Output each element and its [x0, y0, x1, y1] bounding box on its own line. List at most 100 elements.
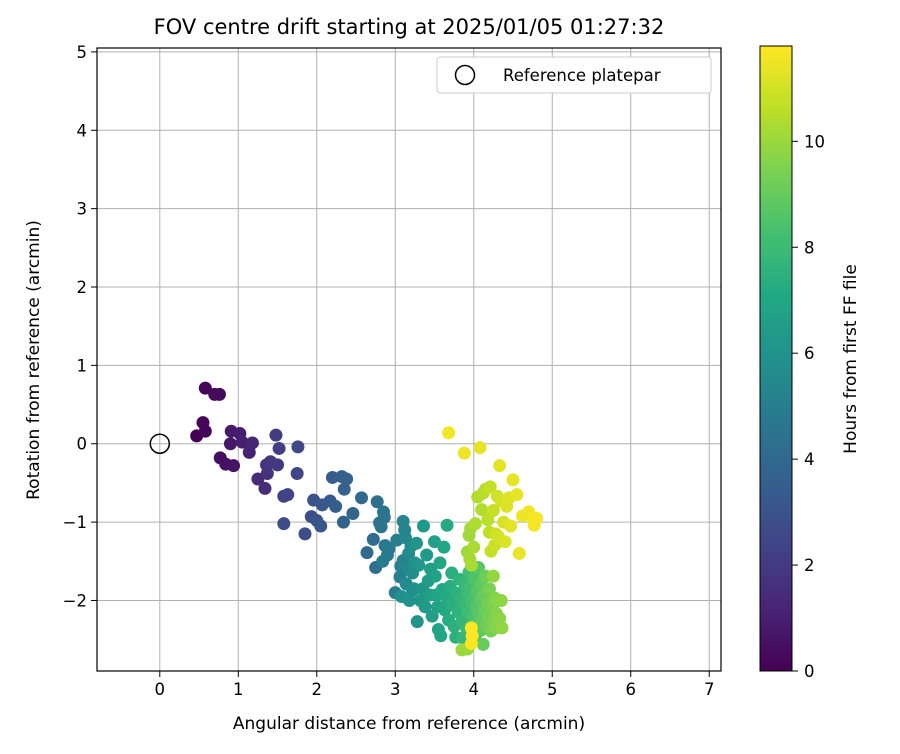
data-point — [346, 506, 360, 520]
colorbar-tick-label: 6 — [804, 344, 815, 363]
x-tick-label: 4 — [469, 680, 480, 699]
grid — [97, 48, 721, 671]
y-tick-label: 1 — [77, 356, 88, 375]
x-tick-label: 3 — [390, 680, 401, 699]
data-point — [465, 629, 479, 643]
y-tick-label: 5 — [77, 43, 88, 62]
data-points — [190, 381, 544, 657]
data-point — [366, 532, 380, 546]
y-tick-label: 2 — [77, 278, 88, 297]
x-axis-ticks: 0 1 2 3 4 5 6 7 — [155, 671, 715, 699]
x-tick-label: 7 — [704, 680, 715, 699]
chart-title: FOV centre drift starting at 2025/01/05 … — [154, 15, 665, 39]
y-tick-label: −1 — [63, 513, 87, 532]
legend-box — [436, 56, 712, 94]
data-point — [298, 527, 312, 541]
x-tick-label: 2 — [312, 680, 323, 699]
data-point — [314, 519, 328, 533]
data-point — [530, 511, 544, 525]
data-point — [510, 488, 524, 502]
data-point — [418, 600, 432, 614]
colorbar-tick-label: 0 — [804, 662, 815, 681]
x-tick-label: 5 — [547, 680, 558, 699]
colorbar-ticks: 0 2 4 6 8 10 — [792, 132, 825, 681]
colorbar — [759, 45, 793, 672]
data-point — [475, 503, 489, 517]
data-point — [376, 554, 390, 568]
data-point — [227, 459, 241, 473]
data-point — [258, 481, 272, 495]
data-point — [498, 535, 512, 549]
data-point — [325, 470, 339, 484]
y-axis-label: Rotation from reference (arcmin) — [24, 220, 44, 500]
data-point — [277, 517, 291, 531]
data-point — [493, 459, 507, 473]
data-point — [272, 441, 286, 455]
legend: Reference platepar — [436, 56, 712, 94]
data-point — [370, 495, 384, 509]
data-point — [382, 542, 396, 556]
y-tick-label: −2 — [63, 591, 87, 610]
data-point — [428, 569, 442, 583]
data-point — [495, 621, 509, 635]
y-tick-label: 4 — [77, 121, 88, 140]
x-tick-label: 1 — [233, 680, 244, 699]
data-point — [355, 491, 369, 505]
data-point — [336, 515, 350, 529]
data-point — [476, 637, 490, 651]
x-tick-label: 0 — [155, 680, 166, 699]
data-point — [245, 436, 259, 450]
data-point — [377, 510, 391, 524]
data-point — [464, 558, 478, 572]
data-point — [223, 437, 237, 451]
data-point — [402, 593, 416, 607]
data-point — [425, 609, 439, 623]
data-point — [455, 643, 469, 657]
legend-label: Reference platepar — [503, 66, 661, 85]
data-point — [417, 519, 431, 533]
data-point — [337, 482, 351, 496]
data-point — [481, 513, 495, 527]
data-point — [251, 472, 265, 486]
data-point — [486, 569, 500, 583]
data-point — [340, 472, 354, 486]
data-point — [281, 488, 295, 502]
data-point — [196, 416, 210, 430]
data-point — [409, 536, 423, 550]
data-point — [504, 519, 518, 533]
data-point — [468, 517, 482, 531]
data-point — [235, 435, 249, 449]
plot-frame — [96, 47, 722, 672]
data-point — [360, 546, 374, 560]
x-tick-label: 6 — [625, 680, 636, 699]
data-point — [467, 540, 481, 554]
data-point — [269, 428, 283, 442]
y-tick-label: 3 — [77, 200, 88, 219]
colorbar-tick-label: 4 — [804, 450, 815, 469]
data-point — [494, 593, 508, 607]
data-point — [434, 629, 448, 643]
data-point — [271, 458, 285, 472]
data-point — [473, 441, 487, 455]
legend-marker-icon — [454, 64, 476, 86]
data-point — [410, 615, 424, 629]
data-point — [291, 440, 305, 454]
data-point — [433, 556, 447, 570]
data-point — [198, 381, 212, 395]
reference-layer — [149, 433, 171, 454]
data-point — [290, 467, 304, 481]
data-point — [512, 546, 526, 560]
data-point — [437, 540, 451, 554]
colorbar-tick-label: 8 — [804, 238, 815, 257]
colorbar-tick-label: 10 — [804, 132, 825, 151]
data-point — [329, 499, 343, 513]
data-point — [428, 535, 442, 549]
x-axis-label: Angular distance from reference (arcmin) — [233, 714, 585, 734]
colorbar-label: Hours from first FF file — [841, 264, 861, 454]
data-point — [486, 503, 500, 517]
data-point — [212, 387, 226, 401]
data-point — [506, 473, 520, 487]
data-point — [442, 426, 456, 440]
